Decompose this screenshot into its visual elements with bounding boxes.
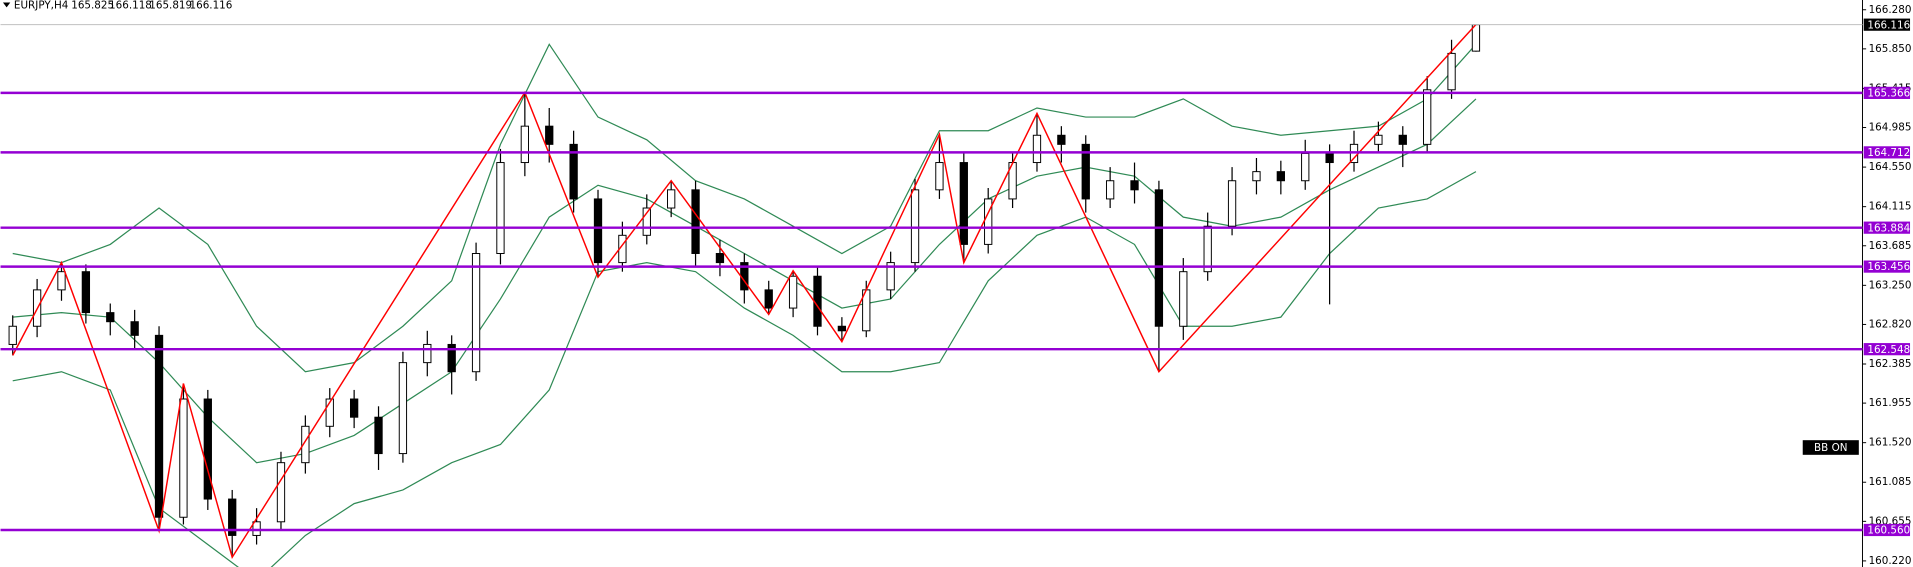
header-high: 166.118	[109, 0, 152, 11]
candle-body	[179, 398, 188, 518]
candle-body	[81, 271, 91, 314]
candle-body	[520, 125, 529, 164]
y-tick-label: 164.550	[1869, 161, 1912, 173]
candle-body	[788, 275, 798, 309]
candle-body	[959, 162, 968, 245]
candle-body	[1423, 89, 1432, 145]
candle-body	[8, 325, 17, 345]
level-label-box	[1863, 523, 1911, 537]
candle-body	[106, 312, 115, 323]
y-tick-label: 164.115	[1869, 201, 1912, 213]
level-label: 162.548	[1867, 344, 1910, 356]
current-price-box	[1863, 18, 1911, 31]
candle-body	[1057, 134, 1066, 145]
candle-body	[325, 398, 334, 427]
candle-body	[642, 207, 651, 236]
candle-body	[1203, 225, 1212, 273]
bollinger-upper	[12, 43, 1477, 373]
candle-body	[545, 125, 554, 145]
level-label: 163.456	[1867, 261, 1910, 273]
candle-body	[691, 189, 700, 254]
candle-body	[203, 398, 212, 500]
candle-body	[1398, 134, 1407, 145]
y-tick-label: 166.280	[1869, 4, 1912, 16]
header-close: 166.116	[190, 0, 233, 11]
current-price-label: 166.116	[1867, 19, 1910, 31]
candle-body	[569, 143, 578, 200]
header-open: 165.825	[71, 0, 114, 11]
candle-body	[398, 362, 408, 455]
candle-body	[1374, 134, 1383, 145]
candle-body	[1130, 180, 1139, 191]
y-tick-label: 163.250	[1869, 279, 1912, 291]
level-label-box	[1863, 146, 1911, 159]
level-label-box	[1863, 260, 1911, 273]
level-label-box	[1863, 343, 1911, 356]
bollinger-lower	[12, 171, 1477, 567]
candle-body	[764, 289, 773, 309]
candle-body	[423, 343, 432, 364]
level-label: 163.884	[1867, 222, 1910, 234]
candle-body	[447, 343, 456, 373]
candle-body	[1032, 134, 1042, 164]
candle-body	[130, 321, 139, 336]
indicator-badge-box[interactable]	[1802, 440, 1859, 455]
candle-body	[349, 398, 359, 418]
candle-body	[301, 425, 310, 464]
candle-body	[910, 189, 920, 264]
candle-body	[1081, 143, 1090, 200]
candle-body	[667, 189, 676, 209]
y-tick-label: 160.220	[1869, 555, 1912, 567]
header-low: 165.819	[149, 0, 192, 11]
candle-body	[374, 416, 383, 455]
candle-body	[1227, 180, 1237, 227]
candle-body	[1276, 171, 1285, 182]
candle-body	[1252, 171, 1261, 182]
level-label-box	[1863, 86, 1911, 99]
zigzag-line	[12, 23, 1477, 560]
candle-body	[276, 462, 286, 523]
symbol-menu-arrow[interactable]	[2, 2, 11, 8]
candle-body	[886, 262, 895, 291]
candle-body	[1154, 189, 1164, 327]
candle-body	[1301, 152, 1310, 182]
candle-body	[154, 334, 164, 518]
y-tick-label: 165.850	[1869, 43, 1912, 55]
candle-body	[1471, 24, 1481, 52]
candle-body	[593, 198, 603, 264]
y-tick-label: 163.685	[1869, 240, 1912, 252]
candle-body	[252, 521, 261, 536]
candle-body	[1105, 180, 1115, 200]
candle-body	[471, 253, 481, 373]
candle-body	[837, 325, 847, 332]
candle-body	[496, 162, 505, 254]
candle-body	[935, 162, 944, 191]
level-label: 160.560	[1867, 525, 1910, 537]
y-tick-label: 161.955	[1869, 397, 1912, 409]
y-tick-label: 162.385	[1869, 358, 1912, 370]
indicator-badge[interactable]: BB ON	[1814, 442, 1847, 454]
y-tick-label: 162.820	[1869, 318, 1912, 330]
y-tick-label: 164.985	[1869, 122, 1912, 134]
candle-body	[1325, 152, 1334, 164]
level-label-box	[1863, 221, 1911, 234]
candle-body	[715, 253, 725, 264]
candle-body	[228, 498, 237, 536]
y-tick-label: 161.520	[1869, 437, 1912, 449]
candle-body	[1447, 52, 1456, 91]
level-label: 164.712	[1867, 147, 1910, 159]
candle-body	[1179, 271, 1188, 327]
y-tick-label: 161.085	[1869, 476, 1912, 488]
level-label: 165.366	[1867, 87, 1910, 99]
candle-body	[57, 271, 66, 291]
symbol: EURJPY,H4	[14, 0, 69, 11]
candle-body	[984, 198, 993, 245]
